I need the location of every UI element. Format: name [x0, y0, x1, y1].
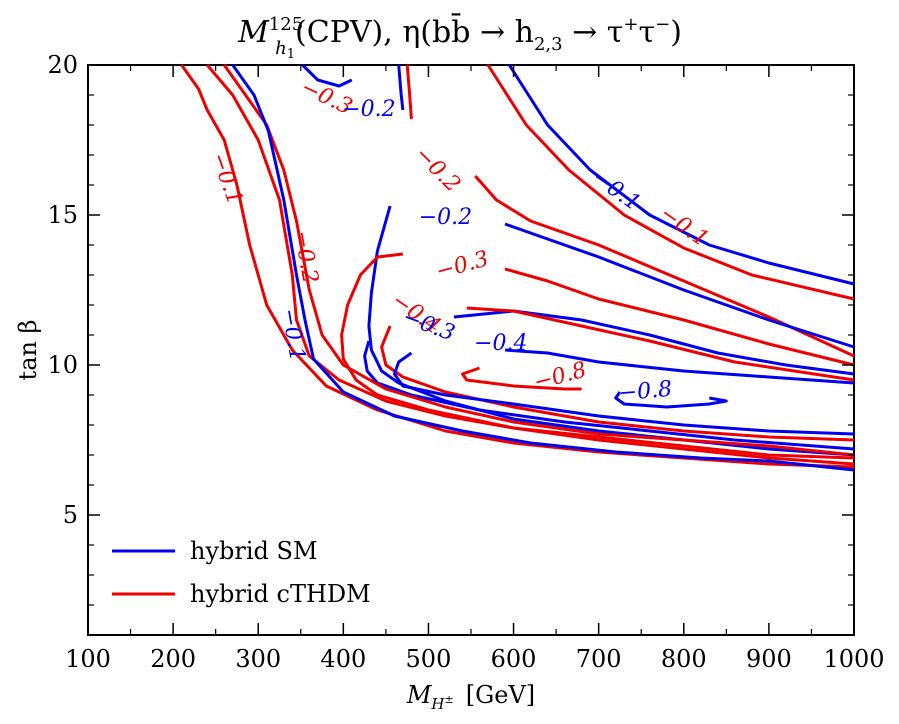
xlabel-unit: [GeV]	[466, 681, 535, 709]
contour-line-17	[614, 391, 728, 409]
legend-label-hybrid-sm: hybrid SM	[190, 537, 318, 565]
legend-label-hybrid-cthdm: hybrid cTHDM	[190, 580, 371, 608]
contour-line-14	[392, 351, 855, 436]
title-rest: (CPV), η(bb̄ → h	[295, 12, 534, 50]
xlabel-main: M	[406, 681, 433, 709]
contour-line-15	[504, 348, 855, 385]
contour-line-3	[397, 64, 405, 111]
x-tick-label: 1000	[823, 645, 884, 673]
contour-line-4	[405, 64, 413, 120]
contour-line-10	[363, 340, 855, 451]
y-axis-ticks: 5 10 15 20	[47, 51, 854, 606]
x-tick-label: 900	[746, 645, 792, 673]
contour-label-14: −0.8	[618, 377, 673, 407]
contour-label-8: −0.3	[433, 247, 491, 285]
x-axis-label: MH± [GeV]	[406, 681, 535, 713]
contour-line-9	[504, 267, 855, 367]
x-tick-label: 300	[235, 645, 281, 673]
x-tick-label: 200	[150, 645, 196, 673]
xlabel-subsup: ±	[445, 693, 454, 706]
contour-line-16	[461, 366, 582, 391]
legend: hybrid SM hybrid cTHDM	[112, 537, 371, 608]
contour-label-5: −0.1	[655, 201, 713, 252]
xlabel-sub: H	[430, 695, 445, 713]
contour-label-2: −0.1	[205, 149, 247, 208]
x-tick-label: 500	[406, 645, 452, 673]
title-tail-sup1: +	[623, 14, 638, 35]
title-tail-sup2: −	[655, 14, 670, 35]
contour-labels: −0.3−0.2−0.1 −0.2 −0.1−0.1−0.2−0.2 −0.3−0.1…	[205, 75, 713, 406]
y-axis-label: tan β	[14, 320, 42, 381]
contour-label-3: −0.2	[410, 142, 465, 197]
y-tick-label: 15	[47, 201, 78, 229]
x-tick-label: 600	[491, 645, 537, 673]
title-main: M	[237, 15, 270, 50]
y-tick-label: 5	[63, 501, 78, 529]
contour-line-20	[206, 64, 855, 460]
y-tick-label: 20	[47, 51, 78, 79]
x-axis-ticks: 100 200 300 400 500 600 700 800 900 1000	[65, 65, 885, 673]
x-tick-label: 100	[65, 645, 111, 673]
contour-line-21	[231, 64, 855, 472]
contour-lines	[180, 63, 855, 472]
contour-line-5	[474, 175, 855, 358]
x-tick-label: 400	[320, 645, 366, 673]
title-sup: 125	[269, 14, 303, 35]
contour-label-1: −0.2	[342, 97, 395, 122]
title-rest-sub: 2,3	[534, 34, 563, 55]
contour-label-6: −0.2	[419, 205, 472, 230]
title-close: )	[670, 15, 682, 50]
contour-line-6	[504, 222, 855, 349]
title-tau2: τ	[638, 15, 655, 50]
contour-line-0	[508, 64, 855, 286]
contour-line-13	[466, 306, 855, 382]
contour-line-2	[301, 63, 353, 88]
contour-line-8	[340, 252, 855, 466]
title-tail: → τ	[563, 15, 624, 50]
contour-line-1	[486, 64, 855, 301]
contour-label-12: −0.4	[474, 331, 527, 356]
chart-title: M125 h1(CPV), η(bb̄ → h2,3 → τ+τ−)	[237, 12, 682, 62]
x-tick-label: 700	[576, 645, 622, 673]
y-tick-label: 10	[47, 351, 78, 379]
contour-line-19	[222, 64, 855, 457]
title-subsub: 1	[287, 47, 295, 62]
title-sub: h	[275, 38, 287, 59]
x-tick-label: 800	[661, 645, 707, 673]
